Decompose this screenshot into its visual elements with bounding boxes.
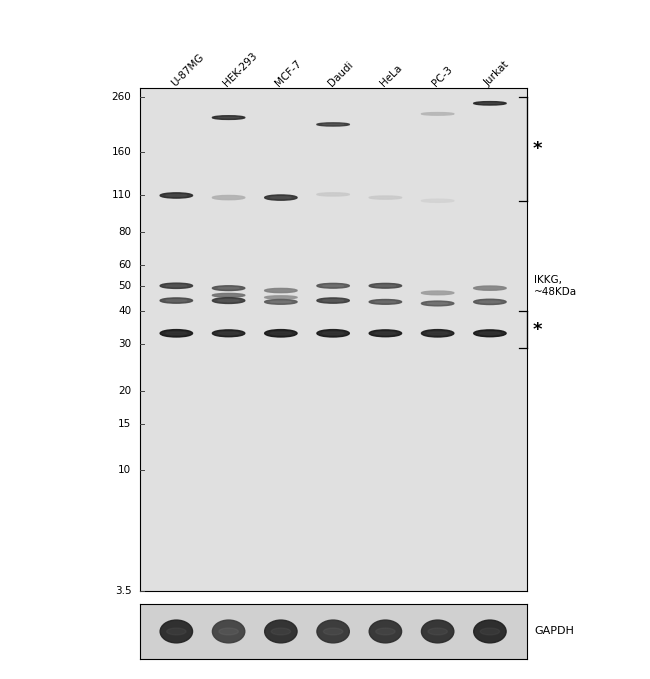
Ellipse shape xyxy=(317,123,349,126)
Ellipse shape xyxy=(265,289,297,293)
Ellipse shape xyxy=(421,620,454,643)
Ellipse shape xyxy=(376,628,395,635)
Ellipse shape xyxy=(474,620,506,643)
Ellipse shape xyxy=(369,196,402,199)
Ellipse shape xyxy=(317,193,349,196)
Ellipse shape xyxy=(265,299,297,304)
Ellipse shape xyxy=(369,283,402,288)
Ellipse shape xyxy=(375,332,396,335)
Ellipse shape xyxy=(166,195,187,196)
Ellipse shape xyxy=(322,124,344,125)
Ellipse shape xyxy=(160,283,192,289)
Ellipse shape xyxy=(213,286,245,291)
Text: 10: 10 xyxy=(118,465,131,475)
Ellipse shape xyxy=(160,298,192,304)
Ellipse shape xyxy=(421,301,454,306)
Text: HEK-293: HEK-293 xyxy=(222,50,259,88)
Ellipse shape xyxy=(324,628,343,635)
Ellipse shape xyxy=(421,291,454,295)
Text: HeLa: HeLa xyxy=(378,62,404,88)
Ellipse shape xyxy=(322,332,344,335)
Ellipse shape xyxy=(166,285,187,287)
Ellipse shape xyxy=(480,628,500,635)
Ellipse shape xyxy=(317,298,349,304)
Ellipse shape xyxy=(265,296,297,299)
Ellipse shape xyxy=(213,196,245,200)
Ellipse shape xyxy=(322,285,344,287)
Ellipse shape xyxy=(375,285,396,287)
Text: 40: 40 xyxy=(118,306,131,316)
Text: 110: 110 xyxy=(112,190,131,200)
Ellipse shape xyxy=(160,329,192,337)
Text: Daudi: Daudi xyxy=(326,60,355,88)
Ellipse shape xyxy=(166,332,187,335)
Ellipse shape xyxy=(271,628,291,635)
Ellipse shape xyxy=(480,301,500,303)
Ellipse shape xyxy=(160,193,192,198)
Ellipse shape xyxy=(317,620,349,643)
Text: MCF-7: MCF-7 xyxy=(274,58,304,88)
Ellipse shape xyxy=(270,197,291,198)
Ellipse shape xyxy=(369,299,402,304)
Ellipse shape xyxy=(421,329,454,337)
Ellipse shape xyxy=(322,299,344,301)
Ellipse shape xyxy=(421,199,454,202)
Text: *: * xyxy=(533,140,542,158)
Ellipse shape xyxy=(421,113,454,115)
Text: 60: 60 xyxy=(118,260,131,270)
Ellipse shape xyxy=(480,103,500,104)
Ellipse shape xyxy=(480,332,500,335)
Text: 20: 20 xyxy=(118,386,131,396)
Text: *: * xyxy=(533,320,542,339)
Ellipse shape xyxy=(474,330,506,337)
Ellipse shape xyxy=(213,115,245,120)
Ellipse shape xyxy=(218,117,239,118)
Ellipse shape xyxy=(265,195,297,200)
Text: 160: 160 xyxy=(112,147,131,158)
Ellipse shape xyxy=(427,303,448,304)
Ellipse shape xyxy=(317,283,349,288)
Ellipse shape xyxy=(265,329,297,337)
Text: U-87MG: U-87MG xyxy=(169,52,205,88)
Text: 15: 15 xyxy=(118,419,131,429)
Text: 50: 50 xyxy=(118,281,131,291)
Ellipse shape xyxy=(213,297,245,304)
Ellipse shape xyxy=(428,628,447,635)
Text: GAPDH: GAPDH xyxy=(534,627,574,636)
Text: IKKG,
~48KDa: IKKG, ~48KDa xyxy=(534,274,577,297)
Ellipse shape xyxy=(218,332,239,335)
Ellipse shape xyxy=(474,286,506,290)
Ellipse shape xyxy=(219,628,239,635)
Ellipse shape xyxy=(218,299,239,301)
Ellipse shape xyxy=(317,329,349,337)
Text: 30: 30 xyxy=(118,340,131,350)
Ellipse shape xyxy=(218,287,239,289)
Text: 80: 80 xyxy=(118,227,131,237)
Text: Jurkat: Jurkat xyxy=(483,60,512,88)
Text: PC-3: PC-3 xyxy=(430,65,454,88)
Text: 260: 260 xyxy=(112,92,131,102)
Ellipse shape xyxy=(166,628,186,635)
Ellipse shape xyxy=(474,102,506,105)
Ellipse shape xyxy=(270,332,291,335)
Text: 3.5: 3.5 xyxy=(115,586,131,595)
Ellipse shape xyxy=(213,330,245,337)
Ellipse shape xyxy=(213,620,245,643)
Ellipse shape xyxy=(270,301,291,303)
Ellipse shape xyxy=(369,330,402,337)
Ellipse shape xyxy=(160,620,192,643)
Ellipse shape xyxy=(166,299,187,301)
Ellipse shape xyxy=(213,293,245,297)
Ellipse shape xyxy=(375,301,396,303)
Ellipse shape xyxy=(427,332,448,335)
Ellipse shape xyxy=(474,299,506,304)
Ellipse shape xyxy=(265,620,297,643)
Ellipse shape xyxy=(369,620,402,643)
